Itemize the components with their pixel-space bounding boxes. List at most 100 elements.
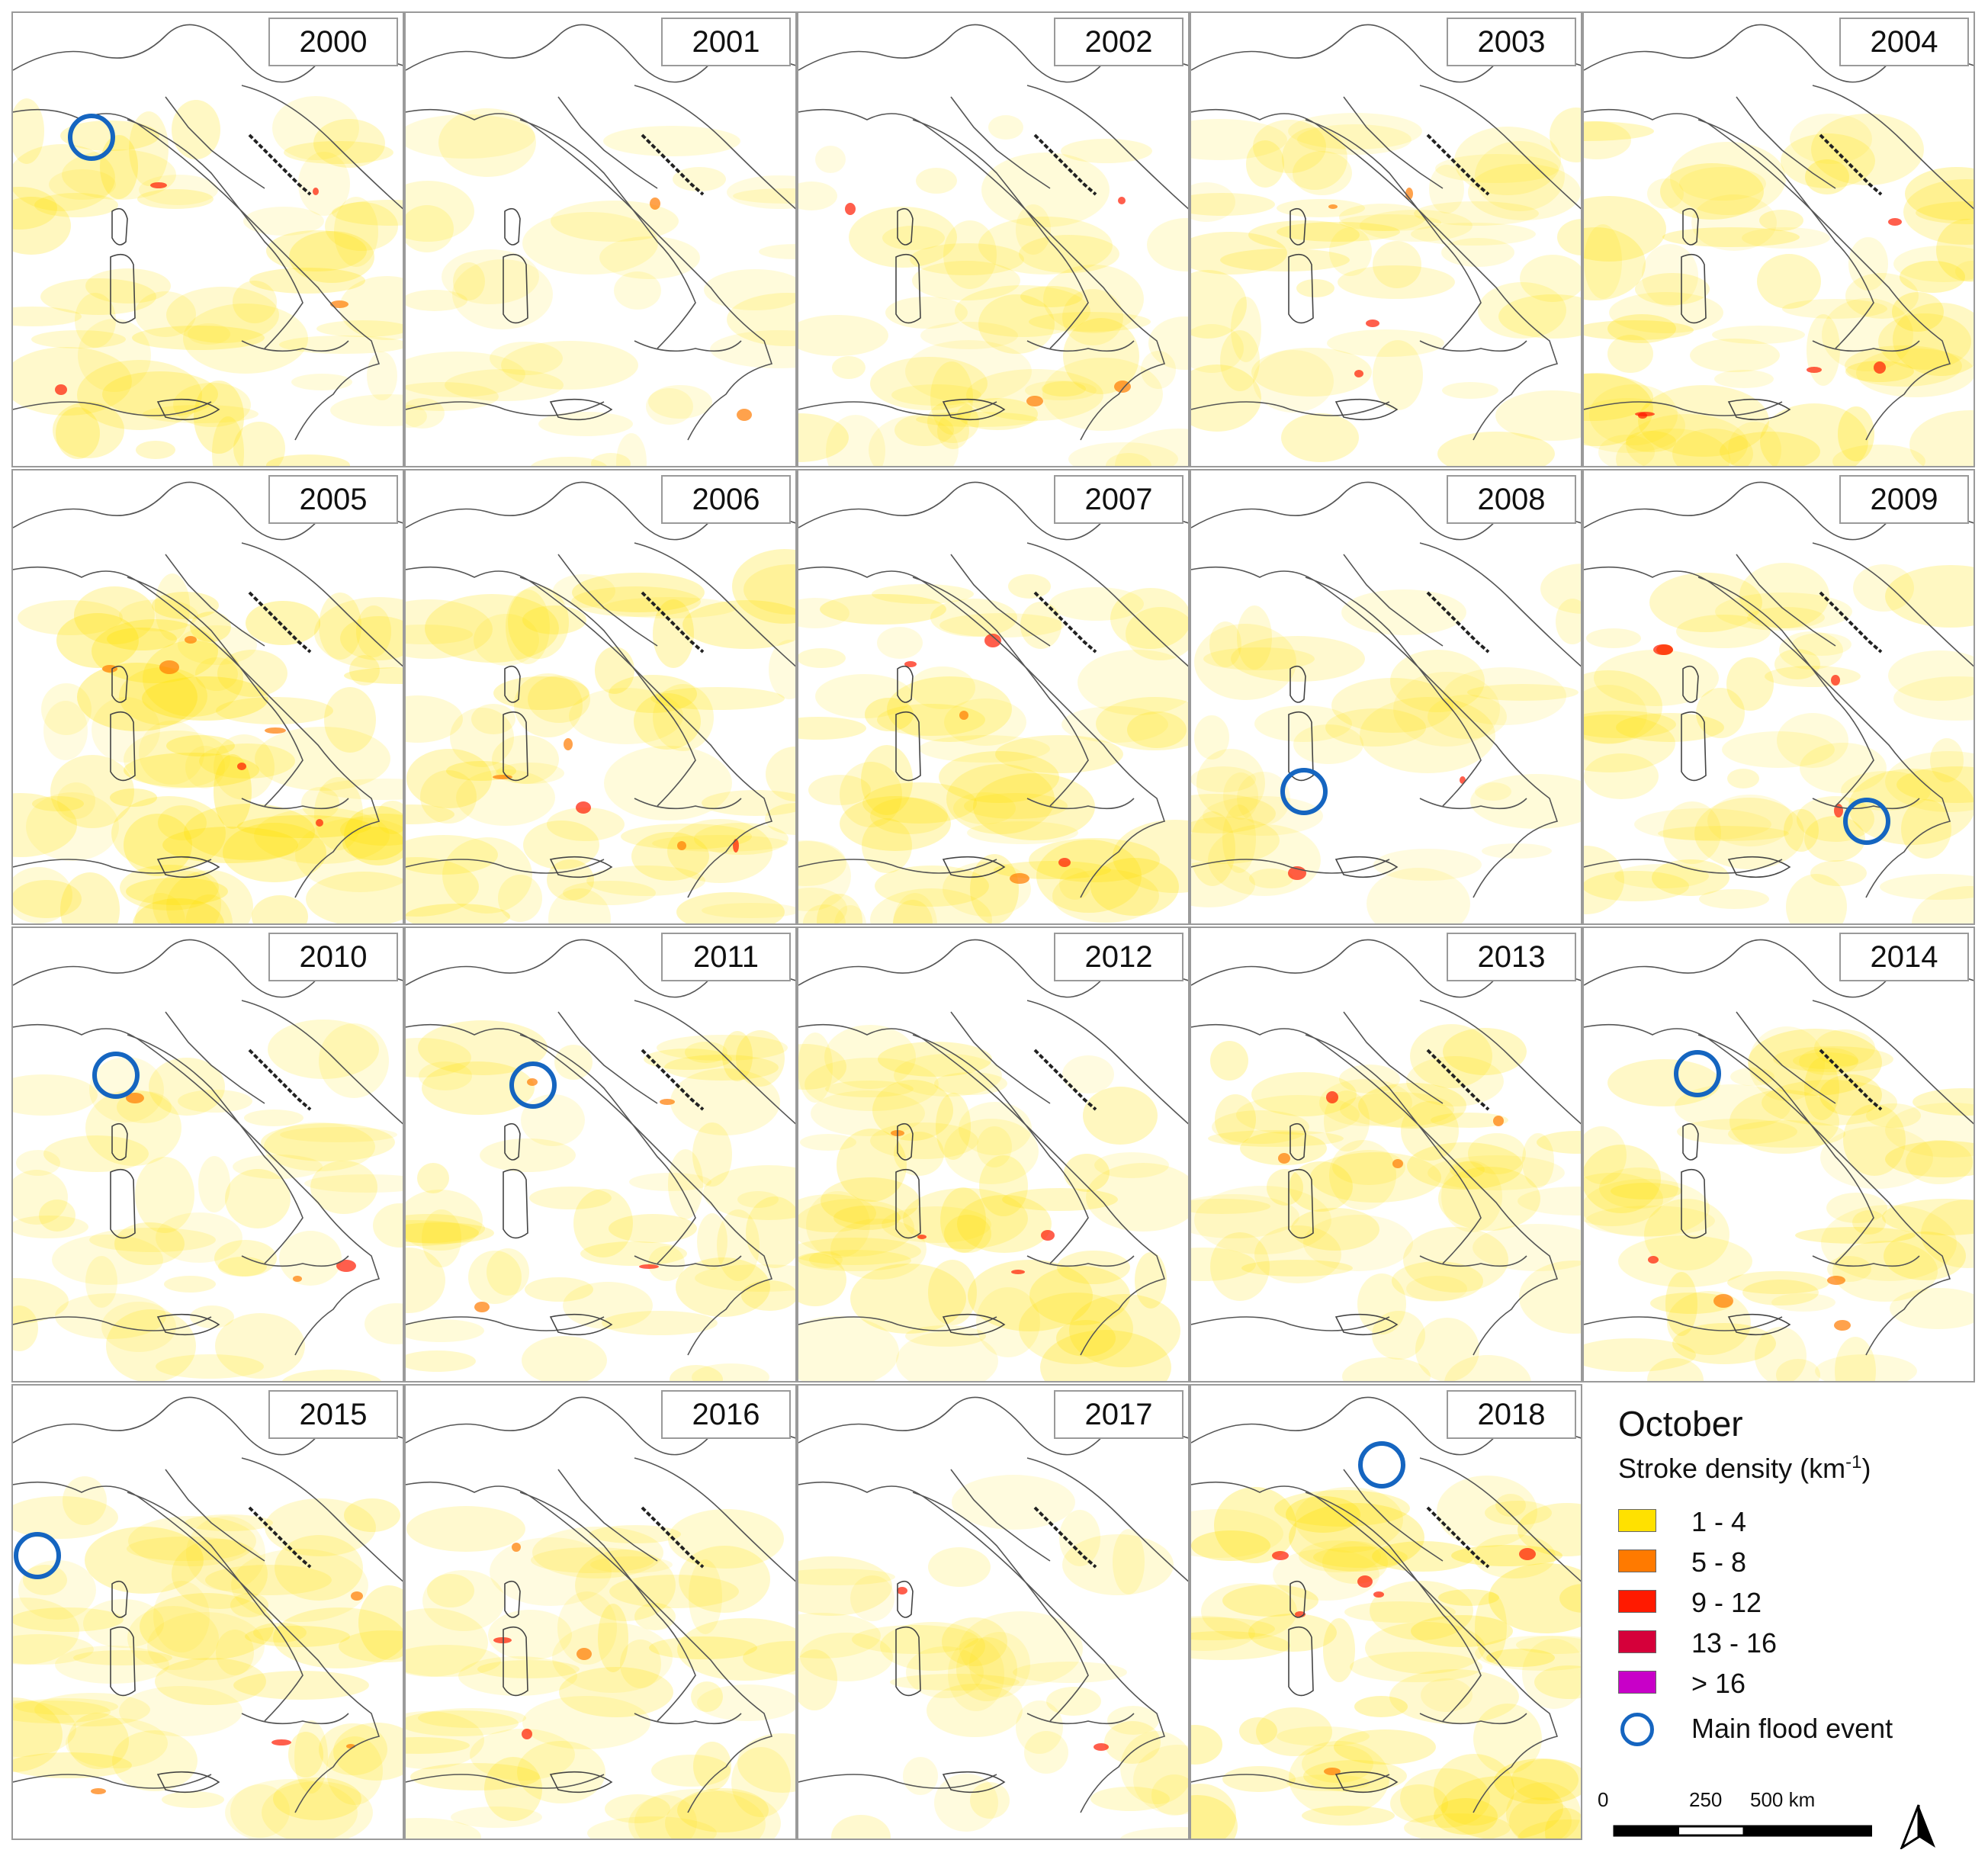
- density-patch: [490, 1537, 612, 1606]
- density-patch: [1251, 1072, 1357, 1116]
- density-patch: [1191, 324, 1244, 373]
- density-patch: [75, 293, 116, 348]
- density-patch: [1584, 121, 1631, 159]
- density-patch: [531, 1547, 654, 1573]
- density-patch: [156, 1212, 242, 1263]
- dalmatian-islands: [641, 1049, 705, 1111]
- density-patch: [172, 100, 220, 159]
- density-patch: [1893, 676, 1974, 721]
- density-patch: [1056, 1320, 1116, 1357]
- density-patch: [1550, 108, 1581, 162]
- density-patch: [136, 441, 175, 459]
- density-patch: [1755, 1327, 1807, 1381]
- density-patch: [339, 1630, 403, 1662]
- density-patch: [1057, 1251, 1130, 1284]
- density-patch: [316, 320, 403, 337]
- density-hotspot: [1278, 1153, 1290, 1164]
- density-patch: [194, 381, 244, 454]
- density-patch: [445, 369, 564, 401]
- island-outline: [111, 665, 128, 703]
- density-patch: [525, 1277, 593, 1302]
- density-patch: [948, 1638, 1004, 1711]
- density-patch: [142, 676, 268, 721]
- density-patch: [34, 193, 118, 217]
- density-patch: [85, 1527, 204, 1594]
- border-line: [241, 85, 403, 210]
- density-hotspot: [293, 1276, 302, 1282]
- density-patch: [1191, 1616, 1255, 1651]
- density-patch: [815, 146, 846, 173]
- density-patch: [1759, 210, 1803, 231]
- density-patch: [806, 1191, 870, 1258]
- density-patch: [1599, 1167, 1678, 1209]
- density-patch: [927, 1684, 1023, 1737]
- density-patch: [1327, 329, 1444, 357]
- density-hotspot: [1011, 1270, 1025, 1274]
- density-patch: [1303, 1215, 1413, 1271]
- density-patch: [453, 262, 485, 300]
- density-patch: [406, 1350, 476, 1372]
- density-patch: [1372, 1541, 1474, 1572]
- border-line: [1419, 1457, 1581, 1582]
- map-panel-2014: 2014: [1582, 926, 1975, 1383]
- island-outline: [897, 665, 914, 703]
- density-patch: [910, 666, 975, 709]
- density-patch: [1468, 164, 1581, 220]
- density-patch: [976, 1287, 1040, 1357]
- density-patch: [1805, 159, 1849, 194]
- density-patch: [815, 674, 913, 718]
- density-patch: [1494, 1758, 1581, 1804]
- density-patch: [1324, 1090, 1370, 1151]
- density-patch: [850, 1575, 894, 1621]
- density-patch: [288, 1732, 323, 1778]
- density-patch: [1584, 1338, 1696, 1372]
- density-patch: [186, 1516, 265, 1591]
- border-line: [1026, 1457, 1188, 1582]
- density-patch: [693, 1742, 731, 1790]
- density-patch: [1049, 587, 1144, 621]
- density-patch: [1267, 1169, 1303, 1206]
- density-patch: [490, 342, 563, 375]
- density-patch: [1784, 809, 1819, 852]
- density-patch: [649, 1636, 757, 1659]
- density-hotspot: [897, 1587, 907, 1594]
- density-patch: [766, 747, 795, 801]
- density-patch: [164, 1276, 216, 1293]
- density-patch: [559, 1667, 673, 1717]
- density-patch: [16, 1150, 60, 1176]
- density-patch: [1421, 1678, 1473, 1712]
- density-patch: [1522, 1133, 1554, 1188]
- density-patch: [1373, 241, 1421, 288]
- density-patch: [988, 115, 1023, 140]
- density-patch: [132, 326, 265, 350]
- density-hotspot: [1010, 873, 1029, 884]
- island-outline: [1682, 1122, 1699, 1161]
- density-patch: [870, 888, 992, 923]
- scale-bar: 0 250 500 km: [1598, 1788, 1872, 1849]
- dalmatian-islands: [1033, 1506, 1097, 1569]
- density-hotspot: [351, 1591, 363, 1601]
- density-patch: [939, 613, 1065, 637]
- density-patch: [135, 1157, 194, 1233]
- density-patch: [406, 1608, 488, 1677]
- island-outline: [504, 1122, 521, 1161]
- density-patch: [376, 801, 403, 834]
- density-patch: [1773, 1046, 1893, 1072]
- density-patch: [13, 1752, 132, 1778]
- border-line: [13, 1481, 381, 1813]
- density-patch: [870, 798, 948, 834]
- density-patch: [246, 601, 320, 645]
- density-patch: [861, 745, 913, 815]
- border-line: [798, 1023, 1166, 1356]
- stroke-density-map: [406, 481, 795, 923]
- density-patch: [1191, 1617, 1275, 1640]
- year-label: 2005: [268, 475, 398, 524]
- density-patch: [41, 683, 92, 735]
- density-patch: [13, 1496, 118, 1539]
- density-patch: [1203, 647, 1315, 670]
- density-patch: [1373, 340, 1423, 410]
- density-patch: [1115, 429, 1188, 466]
- density-patch: [158, 805, 207, 840]
- border-line: [165, 1469, 265, 1562]
- density-patch: [13, 307, 82, 326]
